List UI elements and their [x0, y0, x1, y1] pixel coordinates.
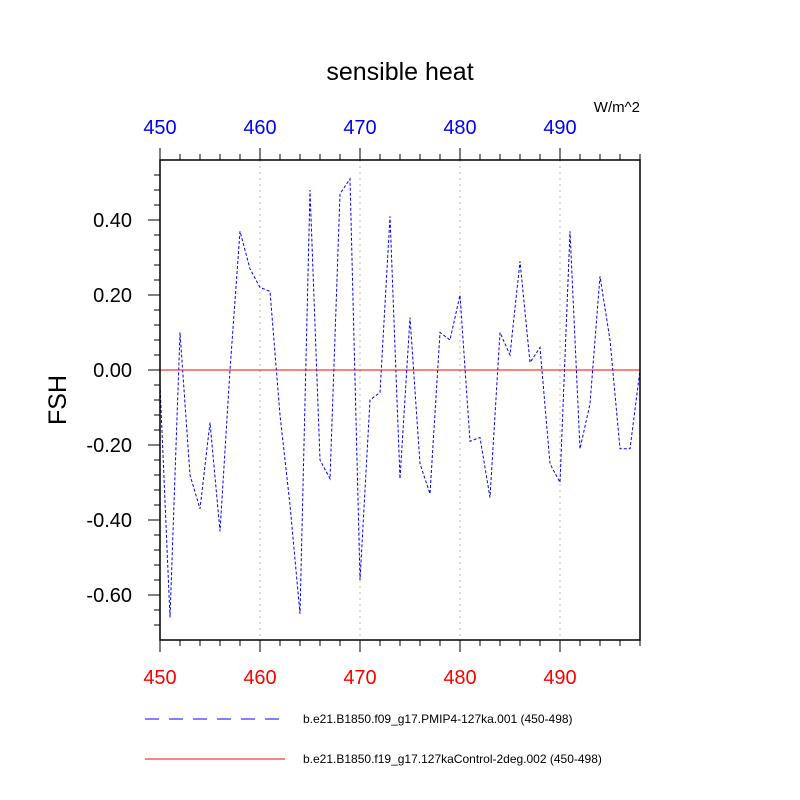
bottom-tick-label-470: 470 [343, 667, 376, 689]
bottom-tick-label-450: 450 [143, 667, 176, 689]
left-tick-label: -0.40 [86, 510, 132, 532]
top-axis-tick-labels: 450 460 470 480 490 [143, 117, 576, 139]
y-axis-label: FSH [44, 375, 72, 425]
top-tick-label-480: 480 [443, 117, 476, 139]
chart-title: sensible heat [326, 58, 473, 86]
left-tick-label: -0.20 [86, 435, 132, 457]
left-tick-label: -0.60 [86, 585, 132, 607]
legend-label-series-1: b.e21.B1850.f09_g17.PMIP4-127ka.001 (450… [303, 712, 573, 726]
axis-ticks [148, 148, 641, 652]
bottom-tick-label-460: 460 [243, 667, 276, 689]
bottom-axis-tick-labels: 450 460 470 480 490 [143, 667, 576, 689]
left-tick-label: 0.20 [93, 285, 132, 307]
plot-area [159, 177, 641, 618]
units-label: W/m^2 [594, 99, 640, 116]
top-tick-label-460: 460 [243, 117, 276, 139]
legend-label-series-2: b.e21.B1850.f19_g17.127kaControl-2deg.00… [303, 752, 602, 766]
top-tick-label-450: 450 [143, 117, 176, 139]
bottom-tick-label-480: 480 [443, 667, 476, 689]
top-tick-label-470: 470 [343, 117, 376, 139]
left-tick-label: 0.00 [93, 360, 132, 382]
top-tick-label-490: 490 [543, 117, 576, 139]
grid-lines [259, 160, 561, 640]
series-line-1 [159, 177, 641, 618]
left-tick-label: 0.40 [93, 210, 132, 232]
bottom-tick-label-490: 490 [543, 667, 576, 689]
left-axis-tick-labels: 0.40 0.20 0.00 -0.20 -0.40 -0.60 [86, 210, 132, 607]
legend: b.e21.B1850.f09_g17.PMIP4-127ka.001 (450… [145, 712, 602, 766]
plot-frame [159, 159, 641, 641]
